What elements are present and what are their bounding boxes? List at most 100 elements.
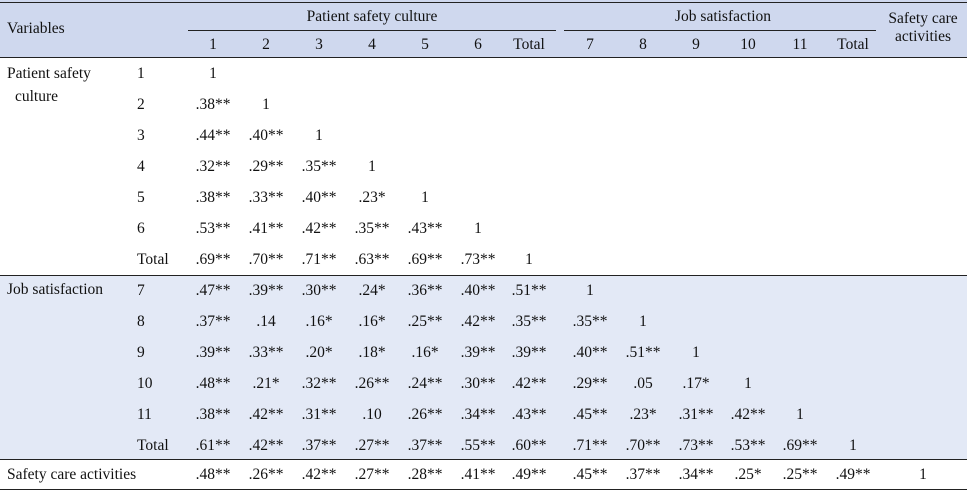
table-cell: .40** [248,127,284,144]
safety-care-header-line1: Safety care [888,10,958,27]
table-cell: .05 [633,375,653,392]
column-header: 7 [586,36,594,53]
column-header: 11 [792,36,808,53]
table-cell: .16* [411,344,439,361]
table-cell: .24* [358,282,386,299]
column-header: 1 [209,36,217,53]
table-cell: .26** [354,375,390,392]
table-cell: .43** [407,220,443,237]
table-cell: .37** [625,466,661,483]
table-cell: 1 [315,127,323,144]
column-header: 6 [474,36,482,53]
table-cell: .29** [572,375,608,392]
bottom-rule [0,489,967,490]
table-cell: .35** [301,158,337,175]
table-cell: .71** [572,437,608,454]
table-cell: .16* [358,313,386,330]
header-bottom-rule [0,57,967,58]
table-cell: .42** [301,466,337,483]
table-cell: .14 [256,313,276,330]
table-cell: .10 [362,406,382,423]
table-cell: .40** [460,282,496,299]
column-header: 5 [421,36,429,53]
table-cell: .51** [625,344,661,361]
table-cell: .39** [460,344,496,361]
top-rule [0,2,967,3]
table-cell: .48** [195,375,231,392]
table-cell: .42** [301,220,337,237]
table-cell: .55** [460,437,496,454]
table-cell: .37** [301,437,337,454]
table-cell: 1 [796,406,804,423]
js-group-header: Job satisfaction [675,8,771,25]
table-cell: .35** [572,313,608,330]
table-cell: .33** [248,344,284,361]
table-cell: .42** [460,313,496,330]
table-cell: .70** [625,437,661,454]
table-cell: .31** [678,406,714,423]
table-cell: .61** [195,437,231,454]
column-header: 2 [262,36,270,53]
row-label: Total [137,437,169,454]
table-cell: .28** [407,466,443,483]
row-label: 5 [137,189,145,206]
table-cell: .35** [354,220,390,237]
table-cell: .53** [730,437,766,454]
table-cell: .43** [511,406,547,423]
row-label: 4 [137,158,145,175]
table-cell: .27** [354,437,390,454]
table-cell: .21* [252,375,280,392]
table-cell: .39** [248,282,284,299]
row-label: 6 [137,220,145,237]
row-label: 2 [137,96,145,113]
table-cell: .34** [460,406,496,423]
table-cell: .38** [195,406,231,423]
table-cell: .40** [301,189,337,206]
table-cell: .53** [195,220,231,237]
table-cell: 1 [474,220,482,237]
table-cell: .41** [248,220,284,237]
table-cell: .35** [511,313,547,330]
row-label: 9 [137,344,145,361]
js-group-rule [564,30,876,31]
row-label: 7 [137,282,145,299]
row-label: Total [137,251,169,268]
column-header: 4 [368,36,376,53]
table-cell: .31** [301,406,337,423]
table-cell: .40** [572,344,608,361]
psc-group-header: Patient safety culture [306,8,438,25]
table-cell: .33** [248,189,284,206]
table-cell: .34** [678,466,714,483]
table-cell: .38** [195,96,231,113]
js-group-label: Job satisfaction [7,281,103,298]
table-cell: .16* [305,313,333,330]
js-block-bottom-rule [0,459,967,460]
table-cell: .25* [734,466,762,483]
table-cell: 1 [692,344,700,361]
table-cell: .36** [407,282,443,299]
table-cell: .17* [682,375,710,392]
table-cell: 1 [368,158,376,175]
row-label: 11 [137,406,152,423]
table-cell: .42** [511,375,547,392]
table-cell: .49** [835,466,871,483]
row-label: 8 [137,313,145,330]
psc-group-rule [188,30,556,31]
table-cell: 1 [525,251,533,268]
table-cell: .24** [407,375,443,392]
table-cell: .42** [248,437,284,454]
table-cell: .20* [305,344,333,361]
table-cell: .48** [195,466,231,483]
table-cell: .32** [195,158,231,175]
table-cell: .37** [195,313,231,330]
column-header: 3 [315,36,323,53]
table-cell: .32** [301,375,337,392]
table-cell: .73** [460,251,496,268]
table-cell: 1 [744,375,752,392]
column-header: 9 [692,36,700,53]
table-cell: .18* [358,344,386,361]
table-cell: .30** [460,375,496,392]
table-cell: .71** [301,251,337,268]
psc-block-bottom-rule [0,275,967,276]
